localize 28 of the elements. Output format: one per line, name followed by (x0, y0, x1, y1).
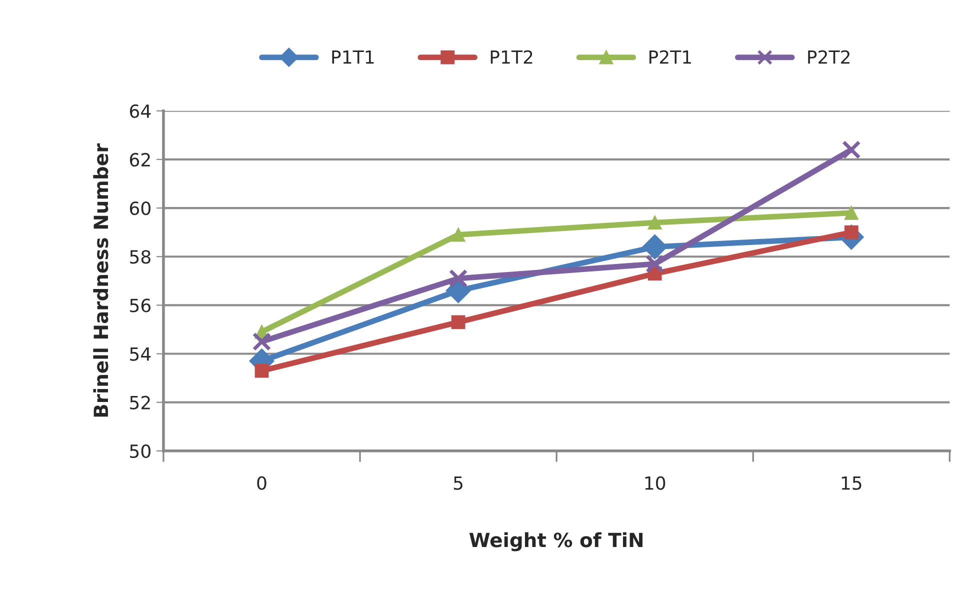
point (252, 332, 272, 351)
y-tick-label: 50 (130, 444, 150, 458)
x-tick-label: 15 (842, 476, 862, 490)
y-axis-title: Brinell Hardness Number (93, 143, 108, 417)
point (842, 140, 861, 160)
y-tick-label: 54 (130, 347, 151, 361)
y-tick-label: 64 (130, 104, 151, 118)
x-axis-title: Weight % of TiN (469, 532, 643, 552)
y-tick-label: 52 (130, 396, 150, 410)
legend-label: P1T1 (332, 50, 374, 64)
point (648, 216, 662, 230)
point (844, 206, 858, 220)
point (451, 315, 466, 330)
point (642, 234, 668, 260)
y-tick-label: 62 (130, 152, 150, 167)
x-tick-label: 5 (454, 476, 462, 490)
x-tick-label: 0 (257, 476, 266, 490)
point (645, 254, 664, 274)
legend-label: P2T1 (650, 50, 691, 64)
y-tick-label: 58 (130, 250, 150, 264)
legend-label: P2T2 (808, 50, 850, 64)
point (451, 228, 466, 242)
point (448, 269, 468, 288)
y-tick-label: 56 (130, 298, 151, 312)
point (254, 364, 269, 378)
legend-label: P1T2 (490, 50, 532, 64)
x-tick-label: 10 (645, 476, 666, 490)
y-tick-label: 60 (130, 201, 150, 216)
